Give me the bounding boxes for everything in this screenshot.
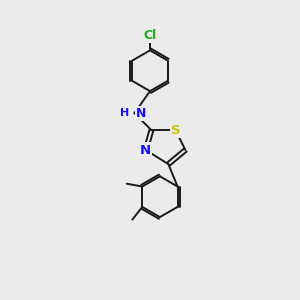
- Text: N: N: [140, 143, 151, 157]
- Text: H: H: [120, 108, 129, 118]
- Text: Cl: Cl: [143, 29, 157, 42]
- Text: N: N: [136, 107, 146, 120]
- Text: S: S: [171, 124, 180, 137]
